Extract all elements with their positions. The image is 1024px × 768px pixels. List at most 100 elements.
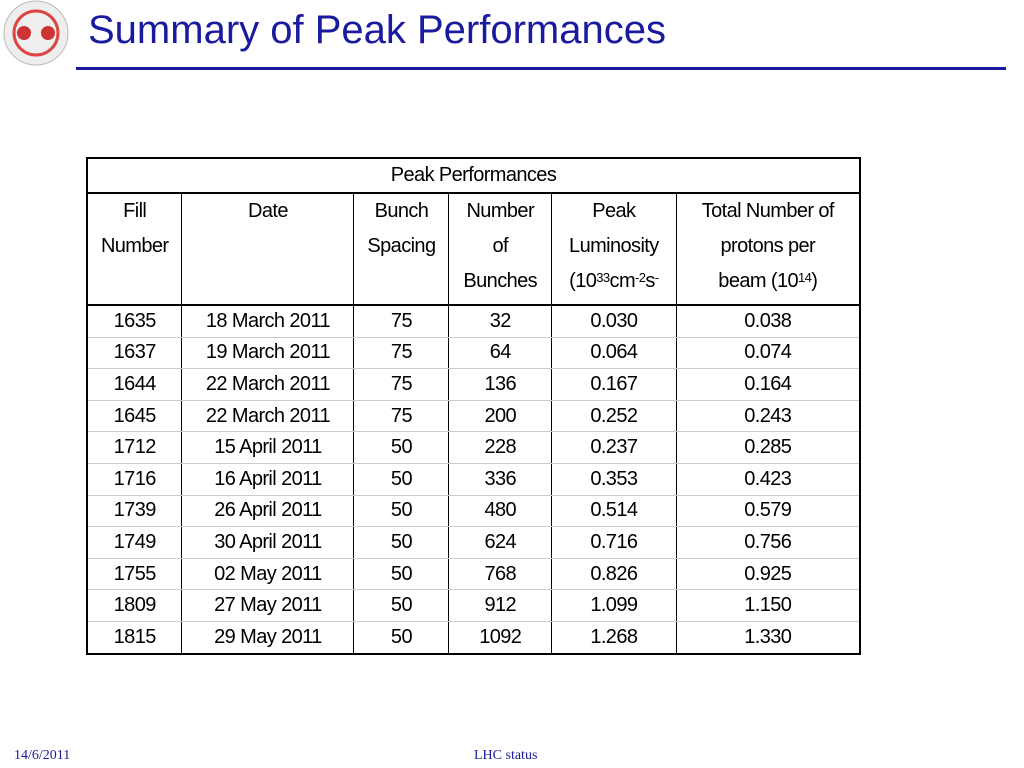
cell: 1739	[86, 494, 183, 528]
header-cell: Date	[181, 192, 355, 306]
cell: 75	[353, 368, 450, 401]
header-row: Fill Number Date Bunch Spacing Number of Bunche…	[86, 192, 861, 306]
cell: 0.164	[675, 368, 861, 401]
cell: 0.030	[551, 304, 677, 338]
header-text: beam (10	[718, 270, 798, 292]
cell: 0.064	[551, 336, 677, 370]
header-text: )	[811, 270, 818, 292]
header-cell: Fill Number	[86, 192, 183, 306]
data-row: 1637 19 March 2011 75 64 0.064 0.074	[86, 336, 861, 370]
header-line: Total Number of	[677, 194, 859, 229]
cell: 0.038	[675, 304, 861, 338]
cell: 0.167	[551, 368, 677, 401]
cell: 50	[353, 431, 450, 464]
data-row: 1644 22 March 2011 75 136 0.167 0.164	[86, 368, 861, 401]
cell: 02 May 2011	[181, 557, 355, 591]
data-row: 1739 26 April 2011 50 480 0.514 0.579	[86, 494, 861, 528]
cell: 64	[448, 336, 553, 370]
cell: 624	[448, 526, 553, 559]
cell: 15 April 2011	[181, 431, 355, 464]
cell: 1.268	[551, 620, 677, 655]
cell: 480	[448, 494, 553, 528]
title-rule	[76, 67, 1006, 70]
cell: 0.252	[551, 399, 677, 433]
cell: 0.074	[675, 336, 861, 370]
logo-dot	[17, 26, 31, 40]
header-text: (10	[569, 270, 597, 292]
cell: 75	[353, 336, 450, 370]
caption: Peak Performances	[86, 157, 861, 194]
cell: 1755	[86, 557, 183, 591]
header-line: Peak	[552, 194, 676, 229]
cell: 0.716	[551, 526, 677, 559]
cell: 0.579	[675, 494, 861, 528]
cell: 0.237	[551, 431, 677, 464]
header-text: cm	[609, 270, 636, 292]
header-text: Date	[248, 200, 288, 222]
cell: 228	[448, 431, 553, 464]
cell: 50	[353, 589, 450, 622]
header-text: protons per	[720, 235, 816, 257]
header-line: Number	[449, 194, 551, 229]
header-text: Spacing	[367, 235, 436, 257]
header-line: Bunches	[449, 264, 551, 299]
data-row: 1809 27 May 2011 50 912 1.099 1.150	[86, 589, 861, 622]
cell: 19 March 2011	[181, 336, 355, 370]
cell: 1.150	[675, 589, 861, 622]
superscript: -2	[635, 270, 646, 285]
cell: 1712	[86, 431, 183, 464]
footer-date: 14/6/2011	[14, 748, 71, 763]
header-line: of	[449, 229, 551, 264]
title: Summary of Peak Performances	[88, 8, 666, 52]
cell: 1645	[86, 399, 183, 433]
cell: 26 April 2011	[181, 494, 355, 528]
data-row: 1712 15 April 2011 50 228 0.237 0.285	[86, 431, 861, 464]
header-cell: Total Number of protons per beam (1014)	[675, 192, 861, 306]
header-text: Fill	[123, 200, 147, 222]
logo-dot	[41, 26, 55, 40]
cell: 0.756	[675, 526, 861, 559]
cell: 0.353	[551, 462, 677, 496]
data-row: 1716 16 April 2011 50 336 0.353 0.423	[86, 462, 861, 496]
cell: 50	[353, 494, 450, 528]
cell: 22 March 2011	[181, 399, 355, 433]
performance-table: Peak Performances Fill Number Date Bunch Spac…	[86, 157, 861, 655]
header-text: Number	[466, 200, 535, 222]
header-cell: Bunch Spacing	[353, 192, 450, 306]
header-text: Peak	[592, 200, 636, 222]
cell: 1644	[86, 368, 183, 401]
superscript: -	[654, 270, 659, 285]
header-text: Luminosity	[569, 235, 659, 257]
cell: 1092	[448, 620, 553, 655]
header-line: Luminosity	[552, 229, 676, 264]
cell: 50	[353, 526, 450, 559]
data-row: 1645 22 March 2011 75 200 0.252 0.243	[86, 399, 861, 433]
cell: 1.099	[551, 589, 677, 622]
header-text: Total Number of	[701, 200, 835, 222]
header-line: Bunch	[354, 194, 448, 229]
header-line: Date	[182, 194, 353, 229]
header-cell: Number of Bunches	[448, 192, 553, 306]
header-text: Number	[100, 235, 169, 257]
data-row: 1755 02 May 2011 50 768 0.826 0.925	[86, 557, 861, 591]
header-text: of	[492, 235, 509, 257]
cell: 0.514	[551, 494, 677, 528]
cell: 1.330	[675, 620, 861, 655]
cell: 16 April 2011	[181, 462, 355, 496]
cell: 912	[448, 589, 553, 622]
cell: 75	[353, 304, 450, 338]
cell: 1809	[86, 589, 183, 622]
cell: 1749	[86, 526, 183, 559]
footer-center: LHC status	[474, 748, 538, 763]
caption-row: Peak Performances	[86, 157, 861, 194]
cell: 32	[448, 304, 553, 338]
data-row: 1635 18 March 2011 75 32 0.030 0.038	[86, 304, 861, 338]
superscript: 14	[798, 270, 812, 285]
cell: 18 March 2011	[181, 304, 355, 338]
data-row: 1815 29 May 2011 50 1092 1.268 1.330	[86, 620, 861, 655]
cell: 0.925	[675, 557, 861, 591]
cell: 136	[448, 368, 553, 401]
cell: 1635	[86, 304, 183, 338]
cell: 1716	[86, 462, 183, 496]
